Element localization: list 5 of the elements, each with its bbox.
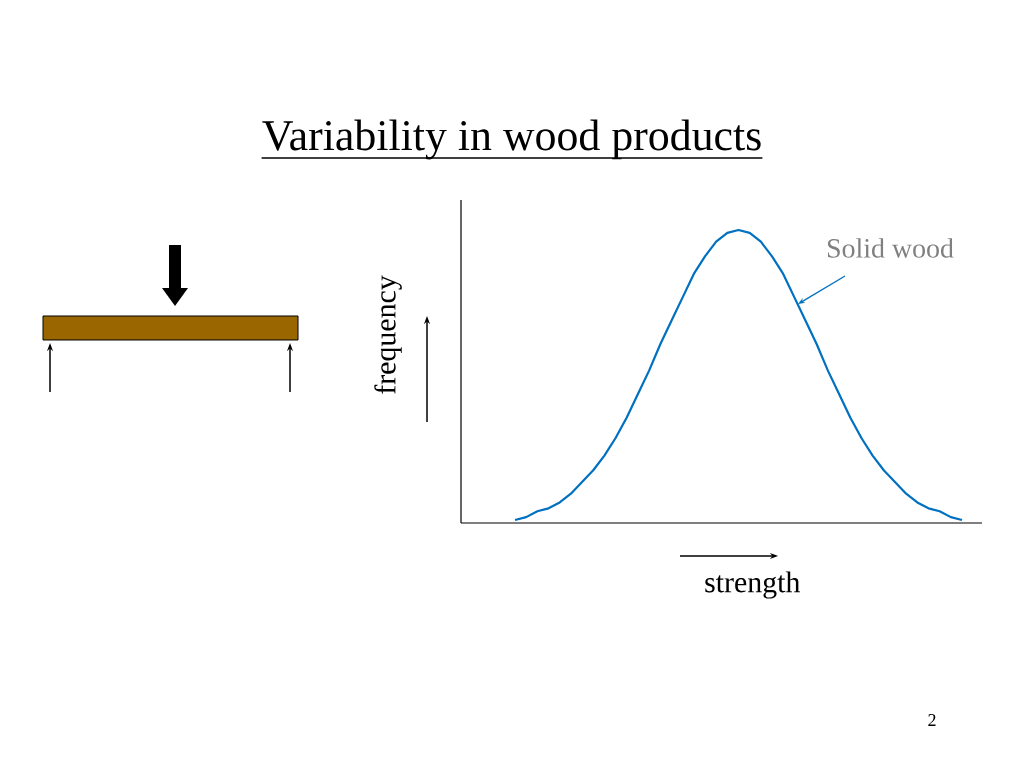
series-label: Solid wood bbox=[827, 238, 954, 258]
x-axis-title: strength bbox=[705, 571, 800, 599]
text: 2 bbox=[928, 714, 936, 726]
y-axis-title: frequency bbox=[374, 275, 402, 394]
chart-title: Variability in wood products bbox=[262, 119, 761, 160]
